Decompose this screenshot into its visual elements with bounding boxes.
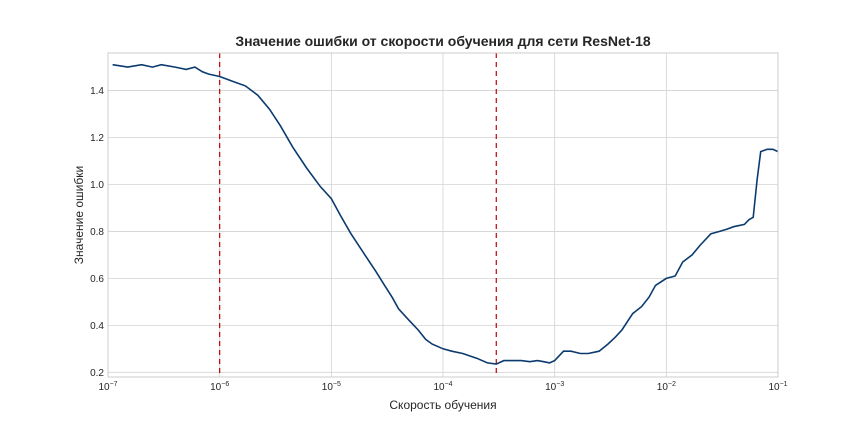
loss-series-line (112, 63, 779, 365)
y-tick-label: 0.2 (90, 368, 104, 379)
x-tick-label: 10−5 (322, 381, 341, 393)
chart-title: Значение ошибки от скорости обучения для… (235, 33, 651, 49)
y-axis-label: Значение ошибки (72, 166, 86, 264)
x-axis-label: Скорость обучения (389, 398, 496, 412)
y-tick-label: 0.6 (90, 274, 104, 285)
x-tick-label: 10−4 (433, 381, 452, 393)
x-tick-label: 10−2 (657, 381, 676, 393)
marker-lines (219, 53, 497, 377)
x-tick-label: 10−6 (210, 381, 229, 393)
y-tick-label: 1.0 (90, 180, 104, 191)
x-tick-label: 10−7 (98, 381, 117, 393)
plot-frame (107, 52, 779, 378)
x-tick-label: 10−1 (768, 381, 787, 393)
y-tick-label: 0.8 (90, 227, 104, 238)
grid (107, 53, 779, 377)
x-tick-label: 10−3 (545, 381, 564, 393)
y-tick-label: 0.4 (90, 321, 104, 332)
y-axis-ticks: 0.2 0.4 0.6 0.8 1.0 1.2 1.4 (90, 86, 104, 379)
x-axis-ticks: 10−7 10−6 10−5 10−4 10−3 10−2 10−1 (98, 381, 787, 393)
y-tick-label: 1.2 (90, 133, 104, 144)
y-tick-label: 1.4 (90, 86, 104, 97)
